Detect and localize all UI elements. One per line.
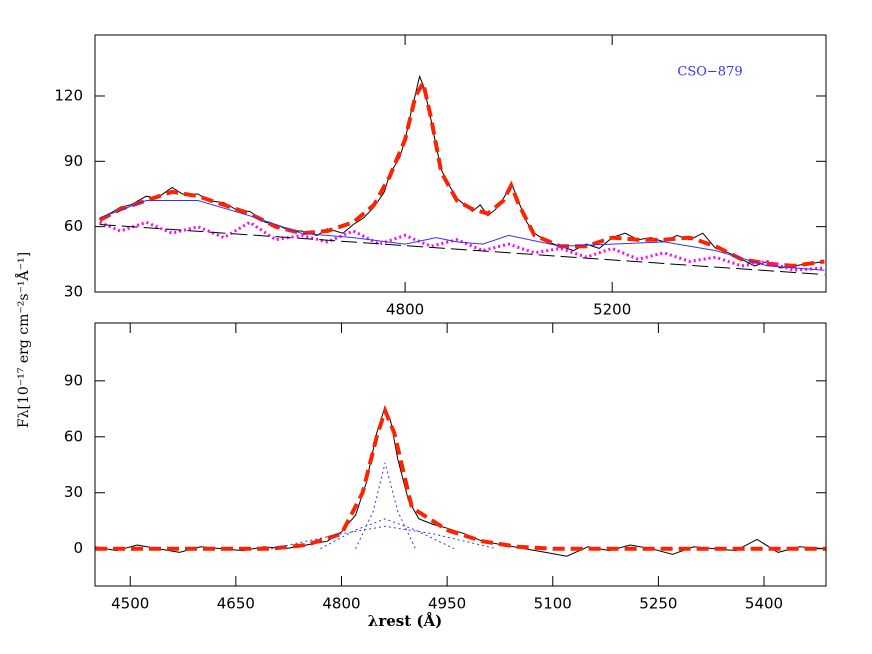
y-tick-label: 30 bbox=[64, 483, 83, 501]
annotation: CSO−879 bbox=[677, 65, 742, 80]
y-tick-label: 30 bbox=[64, 283, 83, 301]
spectrum-line bbox=[355, 462, 416, 549]
y-tick-label: 90 bbox=[64, 371, 83, 389]
x-tick-label: 4800 bbox=[386, 301, 424, 319]
spectrum-line bbox=[99, 224, 825, 276]
plot-frame bbox=[94, 322, 827, 587]
y-tick-label: 120 bbox=[54, 86, 83, 104]
x-axis-label: λrest (Å) bbox=[368, 612, 442, 630]
x-tick-label: 5250 bbox=[639, 595, 677, 613]
plot-frame bbox=[94, 34, 827, 293]
spectrum-line bbox=[99, 74, 825, 269]
y-tick-label: 90 bbox=[64, 152, 83, 170]
x-tick-label: 4650 bbox=[217, 595, 255, 613]
spectrum-line bbox=[99, 220, 825, 272]
x-tick-label: 5400 bbox=[745, 595, 783, 613]
y-tick-label: 60 bbox=[64, 217, 83, 235]
x-tick-label: 4950 bbox=[428, 595, 466, 613]
x-tick-label: 5100 bbox=[534, 595, 572, 613]
spectrum-line bbox=[98, 77, 825, 268]
spectrum-line bbox=[270, 525, 497, 550]
x-tick-label: 5200 bbox=[593, 301, 631, 319]
y-tick-label: 0 bbox=[73, 539, 83, 557]
spectrum-line bbox=[95, 404, 826, 551]
y-axis-label: Fλ[10⁻¹⁷ erg cm⁻²s⁻¹Å⁻¹] bbox=[14, 252, 32, 428]
spectrum-line bbox=[99, 200, 825, 271]
y-tick-label: 60 bbox=[64, 427, 83, 445]
x-tick-label: 4500 bbox=[111, 595, 149, 613]
x-tick-label: 4800 bbox=[322, 595, 360, 613]
spectrum-line bbox=[320, 518, 455, 550]
spectrum-line bbox=[95, 405, 826, 557]
